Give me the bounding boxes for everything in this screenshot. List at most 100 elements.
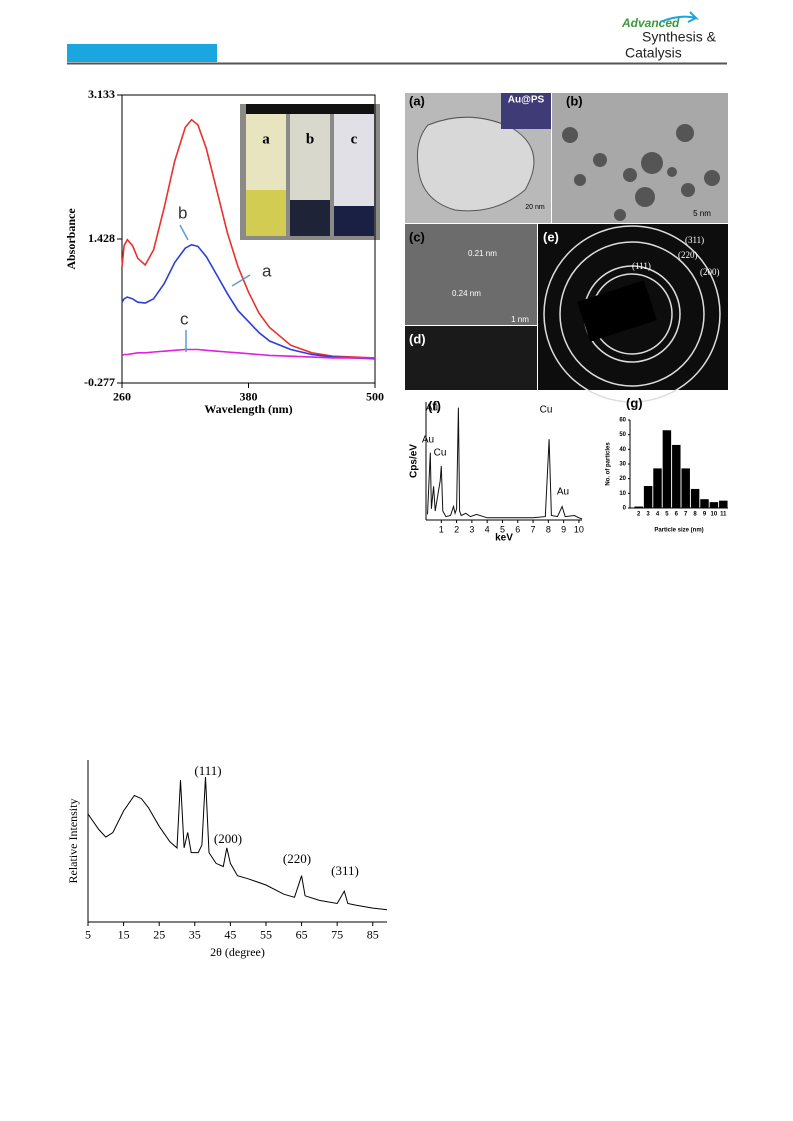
bar — [634, 506, 643, 508]
ring-label: (200) — [700, 267, 720, 277]
scale-label: 20 nm — [525, 204, 545, 211]
x-tick-label: 2 — [637, 512, 641, 518]
x-tick-label: 7 — [684, 512, 688, 518]
x-axis-label: keV — [495, 533, 513, 544]
panel-label: (c) — [409, 229, 425, 244]
diffraction-rings — [543, 225, 721, 403]
y-tick-label: 0 — [623, 506, 627, 512]
x-tick-label: 6 — [675, 512, 679, 518]
nanoparticles — [562, 124, 720, 221]
annotation: (111) — [194, 763, 221, 778]
y-axis-label: Cps/eV — [409, 444, 420, 478]
inset-label: Au@PS — [508, 95, 545, 106]
annotation: Au — [422, 435, 434, 446]
x-tick-label: 11 — [720, 512, 727, 518]
x-tick-label: 6 — [515, 525, 520, 535]
series-line — [121, 243, 376, 360]
x-tick-label: 500 — [366, 389, 384, 403]
annotation: Cu — [434, 448, 447, 459]
x-tick-label: 5 — [85, 927, 91, 941]
x-tick-label: 380 — [240, 389, 258, 403]
ring-label: (220) — [678, 250, 698, 260]
series-label: a — [262, 261, 272, 280]
x-tick-label: 45 — [224, 927, 236, 941]
y-tick-label: -0.277 — [84, 375, 115, 389]
x-tick-label: 7 — [531, 525, 536, 535]
vial-label: c — [351, 131, 358, 147]
y-tick-label: 20 — [619, 476, 626, 482]
y-tick-label: 1.428 — [88, 231, 115, 245]
x-tick-label: 260 — [113, 389, 131, 403]
x-tick-label: 8 — [546, 525, 551, 535]
x-tick-label: 10 — [574, 525, 584, 535]
x-tick-label: 2 — [454, 525, 459, 535]
x-tick-label: 8 — [693, 512, 697, 518]
x-tick-label: 4 — [656, 512, 660, 518]
scale-label: 1 nm — [511, 315, 529, 324]
logo: Catalysis — [625, 45, 682, 61]
x-tick-label: 5 — [500, 525, 505, 535]
ring-label: (311) — [685, 235, 704, 245]
spacing-label: 0.24 nm — [452, 289, 481, 298]
vial-label: a — [262, 131, 270, 147]
label-arrow — [179, 224, 189, 241]
x-tick-label: 35 — [189, 927, 201, 941]
x-tick-label: 25 — [153, 927, 165, 941]
panel-label: (d) — [409, 331, 426, 346]
x-tick-label: 15 — [118, 927, 130, 941]
annotation: Au — [426, 403, 438, 414]
series-line — [121, 118, 376, 359]
ring-label: (111) — [632, 261, 651, 271]
y-tick-label: 40 — [619, 447, 626, 453]
panel-label: (e) — [543, 229, 559, 244]
series-label: b — [178, 203, 187, 222]
x-tick-label: 3 — [646, 512, 650, 518]
panel-label: (a) — [409, 93, 425, 108]
x-tick-label: 65 — [296, 927, 308, 941]
x-tick-label: 4 — [485, 525, 490, 535]
panel-label: (b) — [566, 93, 583, 108]
panel-label: (g) — [626, 395, 643, 410]
bar — [643, 486, 653, 508]
x-tick-label: 75 — [331, 927, 343, 941]
y-axis-label: Relative Intensity — [66, 799, 80, 884]
bar — [672, 444, 681, 508]
annotation: Cu — [540, 405, 553, 416]
x-tick-label: 9 — [561, 525, 566, 535]
y-axis-label: No. of particles — [606, 442, 612, 486]
annotation: (311) — [331, 863, 359, 878]
y-tick-label: 60 — [619, 418, 626, 424]
x-tick-label: 10 — [711, 512, 718, 518]
fft-image — [405, 326, 537, 390]
bar — [690, 488, 700, 508]
vial-caps — [246, 104, 374, 114]
inset-image — [501, 93, 551, 129]
series-line — [121, 348, 375, 359]
annotation: Au — [557, 487, 569, 498]
beam-stop — [577, 280, 657, 342]
bar — [653, 468, 662, 508]
header-bar — [67, 44, 217, 62]
logo: Synthesis & — [642, 29, 717, 45]
vial — [290, 200, 330, 236]
label-arrow — [231, 274, 251, 287]
x-axis-label: 2θ (degree) — [210, 945, 265, 959]
x-tick-label: 3 — [469, 525, 474, 535]
bar — [681, 468, 690, 508]
bar — [709, 502, 719, 508]
vial — [246, 190, 286, 236]
x-tick-label: 1 — [439, 525, 444, 535]
x-axis-label: Wavelength (nm) — [204, 402, 292, 416]
series-label: c — [180, 309, 189, 328]
hrtem-image — [405, 224, 537, 325]
panel-label: (f) — [428, 398, 441, 413]
particle — [417, 116, 535, 212]
x-tick-label: 5 — [665, 512, 669, 518]
x-tick-label: 9 — [703, 512, 707, 518]
series-line — [87, 776, 388, 911]
series-line — [427, 407, 583, 520]
annotation: (220) — [283, 851, 311, 866]
bar — [719, 500, 728, 508]
x-axis-label: Particle size (nm) — [654, 528, 703, 534]
